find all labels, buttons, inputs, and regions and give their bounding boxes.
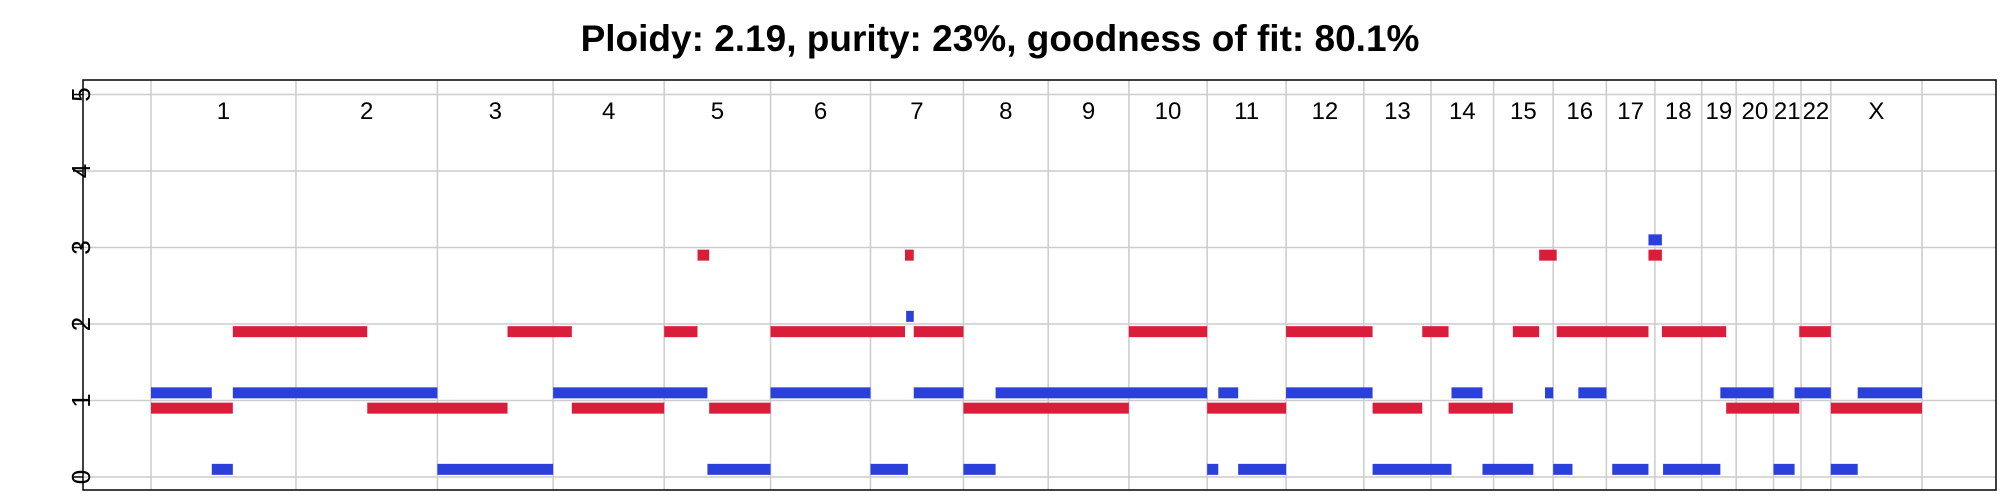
segment-blue — [707, 463, 771, 475]
y-tick-label: 2 — [66, 317, 96, 331]
chromosome-label: 18 — [1665, 98, 1692, 125]
segment-red — [1539, 249, 1557, 261]
chromosome-label: 8 — [999, 98, 1012, 125]
chromosome-label: 21 — [1774, 98, 1801, 125]
grid-lines — [83, 80, 1996, 490]
segment-red — [507, 326, 572, 338]
segment-blue — [1218, 387, 1239, 399]
chromosome-label: 17 — [1617, 98, 1644, 125]
segment-red — [367, 402, 508, 414]
chromosome-label: 11 — [1234, 98, 1259, 125]
segment-blue — [1553, 463, 1573, 475]
segment-blue — [151, 387, 212, 399]
segment-blue — [1545, 387, 1554, 399]
segment-red — [709, 402, 771, 414]
chromosome-label: 22 — [1803, 98, 1830, 125]
segment-blue — [963, 463, 996, 475]
segment-red — [571, 402, 665, 414]
chromosome-label: X — [1868, 98, 1884, 125]
chromosome-label: 10 — [1155, 98, 1182, 125]
plot-frame — [82, 79, 1997, 491]
chromosome-label: 12 — [1312, 98, 1339, 125]
segment-blue — [1794, 387, 1831, 399]
segment-blue — [1451, 387, 1483, 399]
segment-blue — [437, 463, 554, 475]
segment-blue — [1578, 387, 1607, 399]
y-tick-label: 5 — [66, 87, 96, 101]
segment-red — [1661, 326, 1727, 338]
segment-blue — [1857, 387, 1922, 399]
segment-red — [1448, 402, 1513, 414]
y-tick-label: 0 — [66, 470, 96, 484]
segment-blue — [995, 387, 1208, 399]
chromosome-label: 14 — [1449, 98, 1476, 125]
chromosome-label: 4 — [602, 98, 615, 125]
segment-red — [1128, 326, 1208, 338]
segment-blue — [870, 463, 908, 475]
chromosome-label: 3 — [489, 98, 502, 125]
chromosome-labels: 1 2 3 4 5 6 7 8 9 10 11 12 13 14 15 16 17 18 19 20 21 22 X — [217, 98, 1885, 125]
segment-red — [232, 326, 368, 338]
chart-title: Ploidy: 2.19, purity: 23%, goodness of f… — [580, 18, 1420, 59]
segment-blue — [232, 387, 438, 399]
segment-blue — [1720, 387, 1774, 399]
chromosome-label: 7 — [910, 98, 923, 125]
chromosome-label: 20 — [1741, 98, 1768, 125]
segment-red — [904, 249, 914, 261]
segment-red — [1799, 326, 1831, 338]
segment-red — [1512, 326, 1540, 338]
segment-red — [1830, 402, 1922, 414]
segment-red — [770, 326, 905, 338]
segment-red — [151, 402, 233, 414]
chromosome-label: 13 — [1384, 98, 1411, 125]
segment-red — [1372, 402, 1423, 414]
segment-red — [913, 326, 964, 338]
segment-red — [1286, 326, 1373, 338]
y-axis: 0 1 2 3 4 5 — [66, 87, 96, 484]
chromosome-label: 9 — [1082, 98, 1095, 125]
segment-blue — [1207, 463, 1219, 475]
y-tick-label: 1 — [66, 393, 96, 407]
segment-red — [1726, 402, 1800, 414]
chromosome-label: 1 — [217, 98, 230, 125]
segment-blue — [1612, 463, 1649, 475]
segment-blue — [1286, 387, 1373, 399]
segment-blue — [553, 387, 708, 399]
segment-blue — [1773, 463, 1795, 475]
segment-blue — [1830, 463, 1858, 475]
segment-blue — [770, 387, 871, 399]
segment-blue — [913, 387, 964, 399]
segment-red — [697, 249, 710, 261]
segment-red — [963, 402, 1129, 414]
segment-blue — [1663, 463, 1721, 475]
segment-blue — [211, 463, 233, 475]
segment-blue — [1372, 463, 1452, 475]
segment-blue — [1238, 463, 1287, 475]
segment-red — [1422, 326, 1449, 338]
chromosome-label: 6 — [814, 98, 827, 125]
segment-red — [1207, 402, 1287, 414]
segment-blue — [906, 310, 914, 322]
y-tick-label: 4 — [66, 164, 96, 178]
segment-red — [1648, 249, 1662, 261]
y-tick-label: 3 — [66, 240, 96, 254]
segment-blue — [1648, 234, 1662, 246]
segment-blue — [1482, 463, 1534, 475]
copy-number-segments — [151, 234, 1922, 475]
chromosome-label: 2 — [360, 98, 373, 125]
segment-red — [1556, 326, 1649, 338]
chromosome-label: 19 — [1706, 98, 1733, 125]
chromosome-label: 16 — [1566, 98, 1593, 125]
chromosome-label: 15 — [1510, 98, 1537, 125]
chromosome-label: 5 — [711, 98, 724, 125]
segment-red — [664, 326, 698, 338]
